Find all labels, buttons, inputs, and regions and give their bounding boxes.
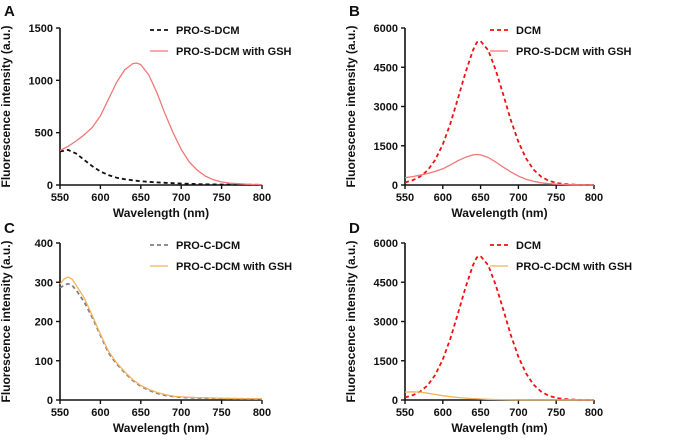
chart-1-legend-label-0: DCM	[516, 25, 541, 37]
chart-3-x-tick-label: 750	[547, 407, 565, 419]
chart-3-y-tick-label: 0	[392, 395, 398, 407]
chart-1-x-tick-label: 800	[585, 192, 603, 204]
chart-1-x-tick-label: 750	[547, 192, 565, 204]
chart-3-series-0-line	[404, 255, 594, 401]
panel-b-letter: B	[349, 3, 360, 20]
chart-1-legend-label-1: PRO-S-DCM with GSH	[516, 46, 632, 58]
chart-3-y-axis-label: Fluorescence intensity (a.u.)	[344, 240, 358, 402]
chart-3-series-1-line	[404, 391, 594, 401]
chart-3-y-tick-label: 6000	[374, 238, 398, 250]
chart-2-x-axis-label: Wavelength (nm)	[113, 421, 209, 435]
chart-2-y-tick-label: 0	[47, 395, 53, 407]
panel-c-letter: C	[4, 220, 15, 237]
chart-1-series-1-line	[404, 153, 594, 186]
chart-0-series-0-line	[59, 149, 262, 186]
chart-2-x-tick-label: 650	[132, 407, 150, 419]
chart-3-x-tick-label: 600	[434, 407, 452, 419]
chart-0-legend-label-0: PRO-S-DCM	[176, 25, 240, 37]
chart-1-x-tick-label: 650	[471, 192, 489, 204]
panel-d: D 550 600 650 700 750 800 0 1500 3000 4500 6000 Wav…	[344, 220, 632, 435]
chart-1-y-tick-label: 0	[392, 180, 398, 192]
chart-3-y-tick-label: 4500	[374, 277, 398, 289]
chart-2-legend-label-1: PRO-C-DCM with GSH	[176, 261, 292, 273]
chart-1-x-tick-label: 600	[434, 192, 452, 204]
chart-3-x-axis-label: Wavelength (nm)	[451, 421, 547, 435]
chart-2-x-tick-label: 800	[253, 407, 271, 419]
chart-1-y-axis-label: Fluorescence intensity (a.u.)	[344, 25, 358, 187]
panel-d-letter: D	[349, 220, 360, 237]
chart-2-x-tick-label: 600	[91, 407, 109, 419]
chart-2-y-tick-label: 300	[35, 277, 53, 289]
chart-3-y-tick-label: 1500	[374, 356, 398, 368]
chart-0-y-tick-label: 1000	[29, 75, 53, 87]
chart-0-x-tick-label: 800	[253, 192, 271, 204]
chart-2-y-tick-label: 200	[35, 317, 53, 329]
chart-3-x-tick-label: 800	[585, 407, 603, 419]
chart-3-x-tick-label: 700	[509, 407, 527, 419]
chart-2-x-tick-label: 700	[172, 407, 190, 419]
chart-2-x-tick-label: 550	[51, 407, 69, 419]
chart-2-y-tick-label: 100	[35, 356, 53, 368]
chart-3-legend-label-1: PRO-C-DCM with GSH	[516, 261, 632, 273]
chart-0-series-1-line	[59, 62, 263, 186]
chart-0-x-tick-label: 600	[91, 192, 109, 204]
chart-1-y-tick-label: 6000	[374, 23, 398, 35]
chart-1-x-tick-label: 700	[509, 192, 527, 204]
panel-a-letter: A	[4, 3, 15, 20]
chart-2-series-1-line	[59, 276, 262, 400]
chart-2-y-tick-label: 400	[35, 238, 53, 250]
chart-2-y-axis-label: Fluorescence intensity (a.u.)	[0, 240, 13, 402]
chart-1-series-0-line	[404, 40, 594, 186]
chart-0-legend-label-1: PRO-S-DCM with GSH	[176, 46, 292, 58]
chart-0-x-tick-label: 750	[212, 192, 230, 204]
chart-0-x-tick-label: 700	[172, 192, 190, 204]
chart-3-x-tick-label: 550	[396, 407, 414, 419]
chart-2-series-0-line	[59, 282, 263, 401]
chart-0-y-tick-label: 500	[35, 128, 53, 140]
chart-1-y-tick-label: 1500	[374, 141, 398, 153]
chart-1-y-tick-label: 3000	[374, 102, 398, 114]
chart-2-legend-label-0: PRO-C-DCM	[176, 240, 240, 252]
chart-2-x-tick-label: 750	[212, 407, 230, 419]
chart-3-y-tick-label: 3000	[374, 317, 398, 329]
chart-1-y-tick-label: 4500	[374, 62, 398, 74]
chart-1-x-tick-label: 550	[396, 192, 414, 204]
panel-b: B 550 600 650 700 750 800 0 1500 3000 4500 6000 Wav…	[344, 3, 632, 220]
chart-1-x-axis-label: Wavelength (nm)	[451, 206, 547, 220]
chart-0-x-tick-label: 650	[132, 192, 150, 204]
chart-0-y-tick-label: 0	[47, 180, 53, 192]
chart-0-x-axis-label: Wavelength (nm)	[113, 206, 209, 220]
chart-0-x-tick-label: 550	[51, 192, 69, 204]
chart-3-legend-label-0: DCM	[516, 240, 541, 252]
chart-3-x-tick-label: 650	[471, 407, 489, 419]
panel-a: A 550 600 650 700 750 800 0 500 1000 1500 Waveleng…	[0, 3, 292, 220]
chart-0-y-axis-label: Fluorescence intensity (a.u.)	[0, 25, 13, 187]
panel-c: C 550 600 650 700 750 800 0 100 200 300 400 Wavelen…	[0, 220, 292, 435]
chart-0-y-tick-label: 1500	[29, 23, 53, 35]
